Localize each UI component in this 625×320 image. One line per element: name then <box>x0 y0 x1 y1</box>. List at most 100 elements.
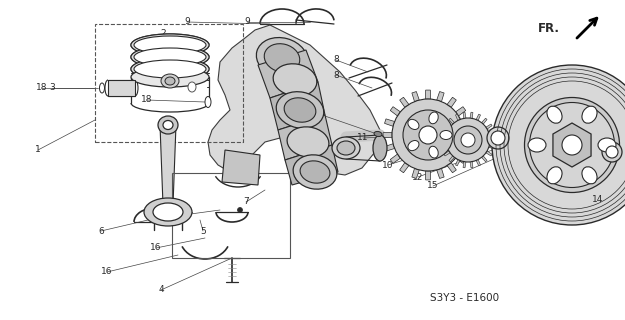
Text: 9: 9 <box>184 18 190 27</box>
Ellipse shape <box>582 106 597 123</box>
Ellipse shape <box>408 119 419 130</box>
Ellipse shape <box>492 65 625 225</box>
Polygon shape <box>384 144 394 151</box>
Text: 1: 1 <box>35 146 41 155</box>
Ellipse shape <box>144 198 192 226</box>
Text: FR.: FR. <box>538 21 560 35</box>
Text: S3Y3 - E1600: S3Y3 - E1600 <box>430 293 499 303</box>
Polygon shape <box>489 145 495 149</box>
Ellipse shape <box>264 44 300 72</box>
Ellipse shape <box>562 135 582 155</box>
Polygon shape <box>258 50 318 98</box>
Polygon shape <box>383 132 392 138</box>
Polygon shape <box>489 131 495 135</box>
Polygon shape <box>426 171 431 180</box>
Polygon shape <box>486 151 492 156</box>
Polygon shape <box>426 90 431 99</box>
Ellipse shape <box>131 46 209 68</box>
Text: 7: 7 <box>243 197 249 206</box>
Text: 9: 9 <box>244 18 250 27</box>
Polygon shape <box>447 163 456 173</box>
Ellipse shape <box>454 126 482 154</box>
Ellipse shape <box>273 64 317 96</box>
Ellipse shape <box>256 37 308 78</box>
Text: 8: 8 <box>333 70 339 79</box>
Ellipse shape <box>153 203 183 221</box>
Ellipse shape <box>429 112 438 124</box>
Polygon shape <box>444 124 450 129</box>
Polygon shape <box>444 151 450 156</box>
Text: 18: 18 <box>141 95 152 105</box>
Polygon shape <box>384 119 394 126</box>
Polygon shape <box>390 154 401 163</box>
Ellipse shape <box>293 155 337 189</box>
Polygon shape <box>412 92 419 102</box>
Ellipse shape <box>188 82 196 92</box>
Ellipse shape <box>461 133 475 147</box>
Text: 8: 8 <box>333 55 339 65</box>
Ellipse shape <box>429 146 438 158</box>
Polygon shape <box>390 107 401 116</box>
Ellipse shape <box>547 167 562 184</box>
Polygon shape <box>437 92 444 102</box>
Text: 16: 16 <box>150 244 162 252</box>
Ellipse shape <box>446 118 490 162</box>
Polygon shape <box>441 131 448 135</box>
Bar <box>172 173 290 258</box>
Ellipse shape <box>524 98 619 193</box>
Ellipse shape <box>529 102 614 188</box>
Polygon shape <box>481 118 487 124</box>
Polygon shape <box>456 107 466 116</box>
Ellipse shape <box>491 131 505 145</box>
Polygon shape <box>476 114 481 121</box>
Text: 17: 17 <box>313 109 325 118</box>
Ellipse shape <box>300 161 330 183</box>
Polygon shape <box>437 168 444 179</box>
Polygon shape <box>447 97 456 108</box>
Ellipse shape <box>134 60 206 78</box>
Ellipse shape <box>131 58 209 80</box>
Ellipse shape <box>440 131 452 140</box>
Ellipse shape <box>373 135 387 161</box>
Polygon shape <box>456 159 460 166</box>
Text: 15: 15 <box>428 181 439 190</box>
Ellipse shape <box>284 98 316 122</box>
Ellipse shape <box>602 142 622 162</box>
Ellipse shape <box>598 138 616 152</box>
Polygon shape <box>412 168 419 179</box>
Text: 5: 5 <box>200 227 206 236</box>
Ellipse shape <box>158 116 178 134</box>
Text: 16: 16 <box>101 268 112 276</box>
Polygon shape <box>108 80 135 96</box>
Text: 6: 6 <box>98 227 104 236</box>
Ellipse shape <box>408 140 419 151</box>
Polygon shape <box>449 156 454 162</box>
Polygon shape <box>208 25 380 175</box>
Ellipse shape <box>528 138 546 152</box>
Polygon shape <box>456 114 460 121</box>
Polygon shape <box>456 154 466 163</box>
Polygon shape <box>270 82 325 130</box>
Text: 11: 11 <box>357 133 369 142</box>
Text: 6: 6 <box>158 213 164 222</box>
Polygon shape <box>441 145 448 149</box>
Polygon shape <box>481 156 487 162</box>
Polygon shape <box>222 150 260 185</box>
Polygon shape <box>553 123 591 167</box>
Polygon shape <box>449 118 454 124</box>
Text: 14: 14 <box>592 196 604 204</box>
Ellipse shape <box>99 83 104 93</box>
Ellipse shape <box>508 132 520 148</box>
Text: 12: 12 <box>412 172 424 181</box>
Polygon shape <box>463 112 466 118</box>
Text: 13: 13 <box>481 131 492 140</box>
Text: 2: 2 <box>160 29 166 38</box>
Ellipse shape <box>134 48 206 66</box>
Polygon shape <box>399 163 409 173</box>
Ellipse shape <box>403 110 453 160</box>
Polygon shape <box>463 162 466 168</box>
Text: 3: 3 <box>49 84 55 92</box>
Polygon shape <box>470 112 473 118</box>
Ellipse shape <box>163 121 173 130</box>
Text: 18: 18 <box>36 84 48 92</box>
